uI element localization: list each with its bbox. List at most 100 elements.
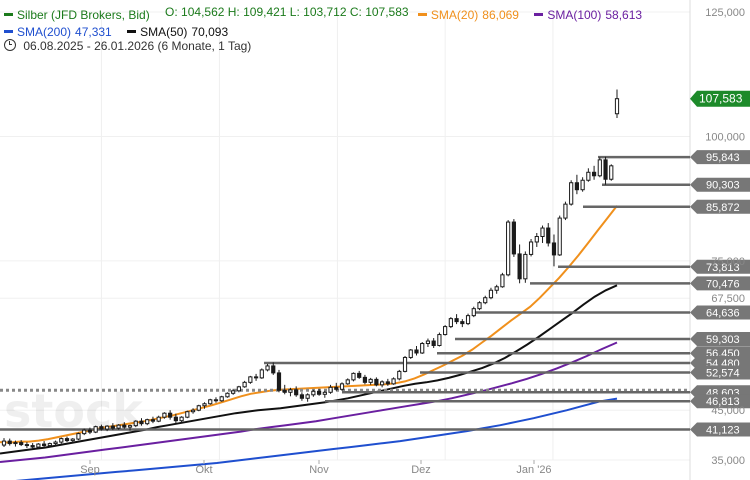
candle [586,168,591,182]
candle-body [248,376,253,383]
candle-body [59,438,64,443]
candle-body [236,386,241,392]
candle [299,392,305,401]
level-tag [690,394,750,409]
candle-body [225,392,230,398]
candle-body [42,443,47,447]
candle [534,233,539,247]
candle-body [47,443,52,447]
candle [351,372,356,382]
candle [53,440,58,446]
watermark-logo: stock [4,384,143,438]
candle-body [460,321,465,325]
sma200-legend[interactable]: SMA(200) 47,331 [4,24,118,40]
candle [47,442,52,448]
candle [76,432,81,441]
candle [7,438,12,446]
level-tag-label: 85,872 [706,202,740,214]
candle-body [87,429,93,433]
candle-body [414,349,419,354]
candle-body [19,442,24,446]
candle-body [271,365,276,374]
candle-body [173,416,178,422]
candle [597,157,602,178]
candle [339,382,345,391]
candle [13,440,18,447]
sma20-legend[interactable]: SMA(20) 86,069 [417,7,525,23]
candle [36,443,41,449]
candle [334,382,339,391]
candle [242,380,247,388]
candle-body [345,379,350,385]
level-tag-label: 64,636 [706,307,740,319]
candle [448,317,453,329]
candle-body [127,425,133,428]
sma50-label: SMA(50) [140,24,188,39]
sma20-value: 86,069 [482,7,519,22]
axis-layer: 125,000 100,000 75,000 67,500 45,000 35,000 Se… [80,7,745,476]
y-tick-label: 100,000 [705,131,745,143]
level-layer: 95,843 90,303 85,872 73,813 70,476 64,636 59,3… [0,90,750,437]
sma200-swatch [4,30,13,33]
sma50-swatch [127,30,137,33]
candle-body [374,378,379,386]
candle-body [202,403,207,407]
candle-body [168,412,173,418]
candle-body [443,326,448,336]
sma100-value: 58,613 [605,7,643,22]
candle-body [288,389,293,393]
candle-body [454,318,459,323]
x-tick-label: Okt [195,464,212,476]
candle [528,238,534,257]
candle-body [425,340,431,345]
candle [425,338,431,348]
candle [288,387,293,397]
candle-body [99,426,104,430]
sma100-legend[interactable]: SMA(100) 58,613 [534,7,648,23]
candle [414,346,419,356]
candle [603,156,608,185]
candle [282,384,287,395]
y-tick-label: 75,000 [711,256,745,268]
candle [563,201,568,221]
level-tag [690,199,750,214]
candle [523,251,528,283]
candle-body [30,445,35,448]
grid-layer [0,0,691,480]
candle [511,219,516,257]
candle-body [591,171,597,177]
candle [540,225,545,243]
candle [1,438,7,448]
candle [316,388,322,396]
level-tag-label: 90,303 [706,180,740,192]
level-tag [690,332,750,347]
candle-body [540,227,545,237]
date-range: 06.08.2025 - 26.01.2026 [23,39,155,53]
candle [236,385,241,393]
candle-body [546,227,551,244]
candle-body [569,182,574,205]
candle-body [563,203,568,219]
candle [517,244,522,284]
candle-body [305,394,310,399]
level-tag [690,276,750,291]
candle-body [219,396,224,402]
candle [122,422,127,429]
candle-body [557,217,562,256]
level-tag-label: 70,476 [706,278,740,290]
candle [460,319,465,328]
candle-body [1,440,7,446]
candle-body [7,440,12,445]
candle-body [511,221,516,255]
candle [248,375,253,384]
sma50-legend[interactable]: SMA(50) 70,093 [127,24,234,40]
candle-body [76,433,81,440]
candle [162,412,167,419]
level-tag [690,177,750,192]
candle-body [380,381,385,386]
candle-body [322,391,327,395]
candle [443,325,448,336]
candle-body [299,394,305,399]
candle [105,425,110,432]
